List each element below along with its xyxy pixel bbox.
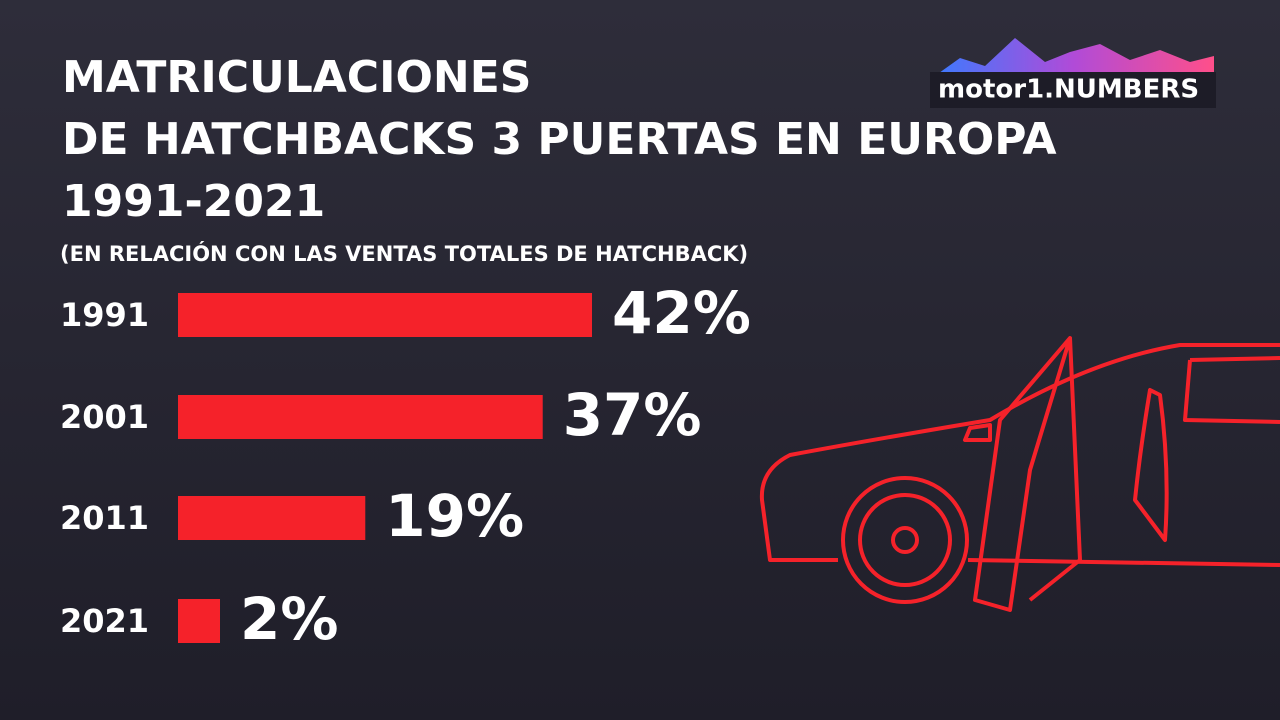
- value-label: 42%: [612, 279, 751, 347]
- car-illustration: [759, 336, 1280, 612]
- logo-mountains: [932, 38, 1214, 78]
- category-label: 2011: [60, 499, 149, 537]
- logo-band: [930, 72, 1216, 108]
- category-label: 2021: [60, 602, 149, 640]
- bar: [178, 395, 543, 439]
- value-label: 2%: [240, 585, 338, 653]
- bar: [178, 293, 592, 337]
- subtitle: (EN RELACIÓN CON LAS VENTAS TOTALES DE H…: [60, 241, 748, 266]
- bar: [178, 496, 366, 540]
- logo-text: motor1.NUMBERS: [938, 75, 1199, 105]
- category-label: 2001: [60, 398, 149, 436]
- title-line: DE HATCHBACKS 3 PUERTAS EN EUROPA: [62, 114, 1057, 165]
- title-line: 1991-2021: [62, 176, 325, 227]
- bar: [178, 599, 220, 643]
- title-line: MATRICULACIONES: [62, 52, 531, 103]
- value-label: 19%: [385, 482, 524, 550]
- value-label: 37%: [563, 381, 702, 449]
- category-label: 1991: [60, 296, 149, 334]
- logo: motor1.NUMBERS: [930, 38, 1216, 108]
